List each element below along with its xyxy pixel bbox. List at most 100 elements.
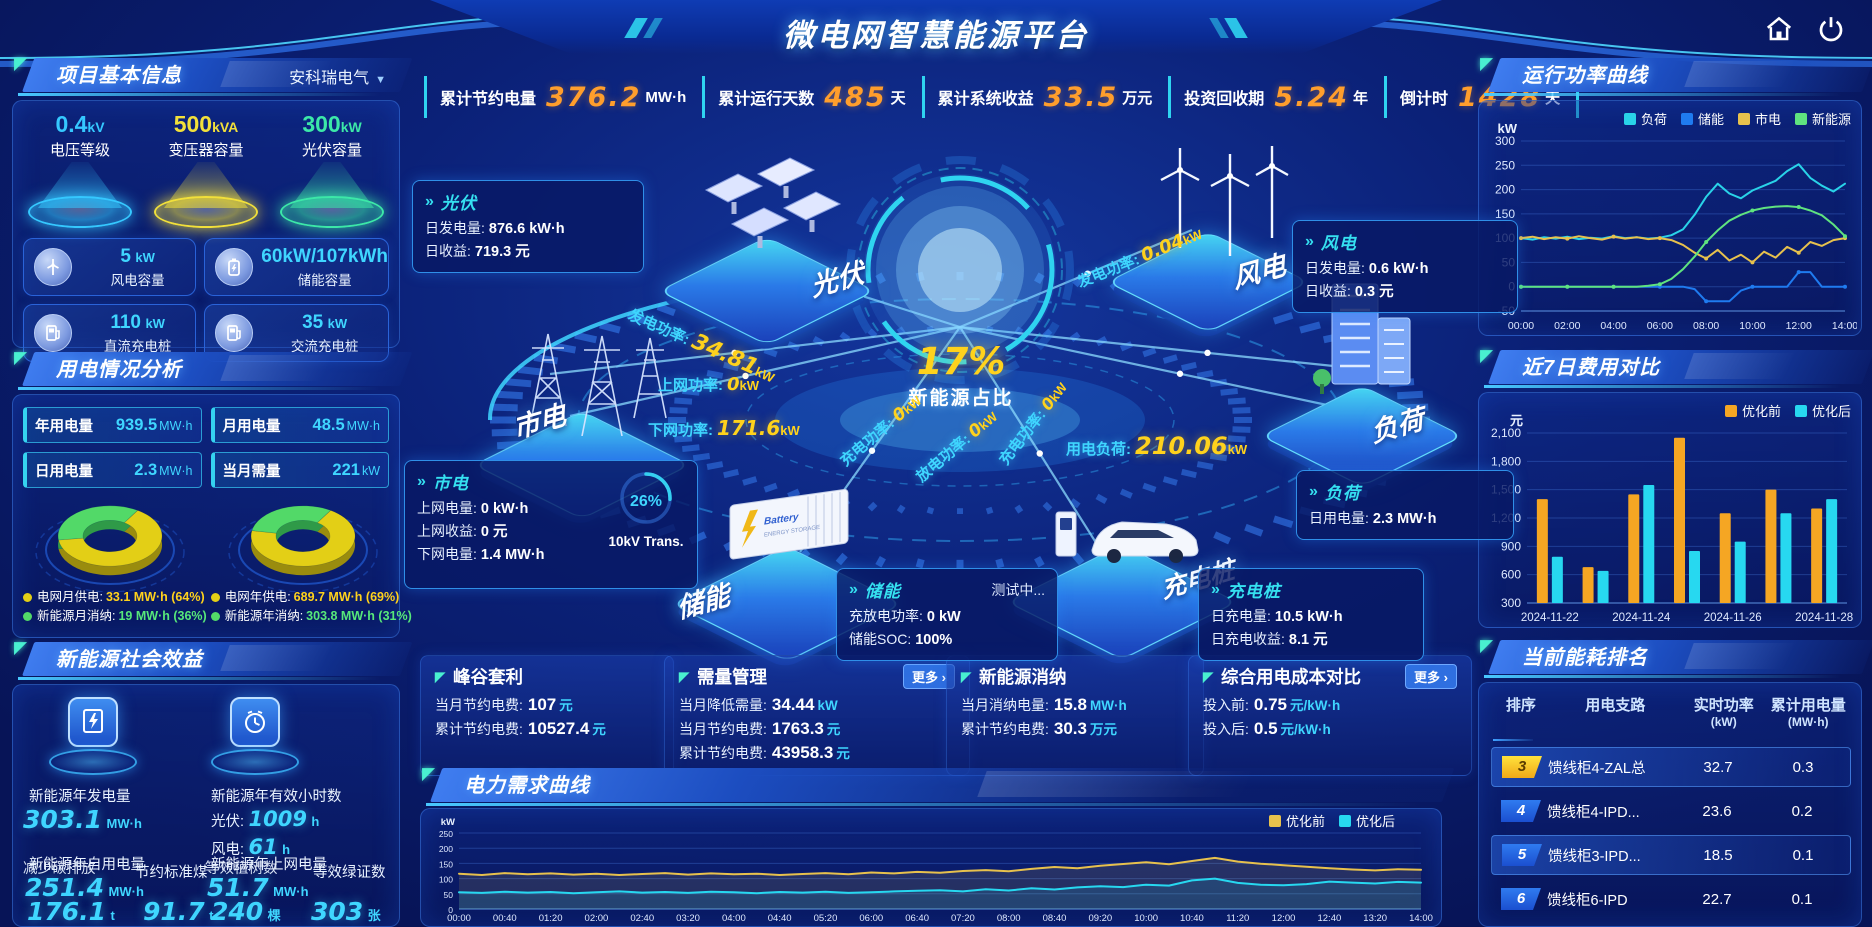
info-row: 日发电量: 876.6 kW·h [425, 220, 565, 237]
info-row: 日发电量: 0.6 kW·h [1305, 260, 1429, 277]
panel-demand-curve: ◤ 电力需求曲线 优化前 优化后 250 200 150 100 50 0 kW 00:00 00… [420, 764, 1455, 927]
ranking-header: 排序 用电支路 实时功率 (kW) 累计用电量 (MW·h) [1505, 697, 1846, 729]
branch-name: 馈线柜4-IPD... [1547, 804, 1640, 821]
cone-beam [38, 162, 122, 208]
pedestal-glow [49, 749, 137, 775]
capacity-card-0: 5 kW 风电容量 [23, 238, 197, 296]
power-curve-chart: 300250200150100500-50kW00:0002:0004:0006… [1495, 121, 1857, 332]
svg-text:0: 0 [448, 905, 453, 915]
wind-node-label: 风电 [1230, 249, 1289, 295]
clock-icon [230, 697, 280, 747]
grid-info-box: » 市电 上网电量: 0 kW·h 上网收益: 0 元下网电量: 1.4 MW·h 26% … [404, 460, 698, 589]
svg-text:01:20: 01:20 [539, 913, 563, 924]
flow-label-5: 发电功率:0.04kW [1075, 226, 1205, 292]
panel-corner-icon: ◤ [1480, 346, 1494, 365]
legend-item[interactable]: 优化后 [1794, 401, 1851, 420]
flow-label-7: 充电功率:0kW [996, 379, 1071, 469]
svg-text:2024-11-26: 2024-11-26 [1704, 612, 1762, 624]
legend-item[interactable]: 新能源 [1794, 109, 1851, 128]
benefit-togrid-value: 51.7 [207, 873, 269, 902]
page-title: 微电网智慧能源平台 [783, 18, 1089, 53]
kpi-item-2: 累计系统收益 33.5 万元 [921, 76, 1169, 118]
stat-row: 投入后: 0.5 元/kW·h [1203, 719, 1331, 738]
power-icon[interactable] [1816, 14, 1846, 44]
legend-item[interactable]: 新能源月消纳: 19 MW·h (36%) [19, 607, 207, 626]
company-dropdown[interactable]: 安科瑞电气 ▼ [289, 70, 386, 87]
svg-text:06:00: 06:00 [1647, 320, 1673, 332]
stat-box-title-row: ◤ 综合用电成本对比 更多 › [1203, 664, 1457, 689]
svg-text:13:20: 13:20 [1363, 913, 1387, 924]
cone-beam [290, 162, 374, 208]
legend-item[interactable]: 负荷 [1623, 109, 1667, 128]
load-node-label: 负荷 [1368, 403, 1427, 449]
svg-text:600: 600 [1501, 568, 1521, 582]
svg-text:2024-11-22: 2024-11-22 [1521, 612, 1579, 624]
legend-item[interactable]: 电网年供电: 689.7 MW·h (69%) [207, 588, 412, 607]
legend-item[interactable]: 电网月供电: 33.1 MW·h (64%) [19, 588, 207, 607]
benefit-co2-value: 176.1 [27, 897, 107, 926]
panel-project-title: 项目基本信息 [56, 65, 182, 87]
legend-item[interactable]: 优化前 [1268, 811, 1325, 830]
benefit-gen-value: 303.1 [23, 805, 103, 834]
load-info-box: » 负荷 日用电量: 2.3 MW·h [1296, 470, 1514, 540]
ac-charger-icon [215, 314, 254, 352]
panel-ranking-title: 当前能耗排名 [1522, 647, 1648, 669]
wind-turbines-icon [1160, 146, 1289, 256]
pv-node-label: 光伏 [808, 257, 867, 303]
legend-item[interactable]: 市电 [1737, 109, 1781, 128]
capacity-card-text: 110 kW 直流充电桩 [103, 311, 172, 354]
legend-item[interactable]: 储能 [1680, 109, 1724, 128]
header-band [430, 0, 1442, 54]
benefit-trees-value: 240 [211, 897, 264, 926]
legend-item[interactable]: 优化前 [1724, 401, 1781, 420]
legend-item[interactable]: 优化后 [1338, 811, 1395, 830]
flow-label-3: 充电功率:0kW [837, 393, 925, 470]
cone-value: 500kVA [173, 111, 239, 137]
svg-text:10:40: 10:40 [1180, 913, 1204, 924]
table-row[interactable]: 5 馈线柜3-IPD... 18.5 0.1 [1491, 835, 1851, 875]
kpi-label: 累计节约电量 [440, 91, 537, 108]
stat-box-title-row: ◤ 新能源消纳 [961, 667, 1067, 687]
chevron-right-icon: » [1305, 232, 1314, 250]
svg-text:50: 50 [444, 890, 454, 900]
svg-text:150: 150 [1495, 207, 1515, 221]
panel-corner-icon: ◤ [1480, 636, 1494, 655]
pedestal-glow [211, 749, 299, 775]
info-row: 日充电量: 10.5 kW·h [1211, 608, 1343, 625]
info-row: 日用电量: 2.3 MW·h [1309, 510, 1437, 527]
capacity-card-text: 35 kW 交流充电桩 [290, 311, 359, 354]
table-row[interactable]: 4 馈线柜4-IPD... 23.6 0.2 [1491, 792, 1851, 830]
chevron-right-icon: » [849, 580, 858, 598]
capacity-cones: 0.4kV 电压等级 500kVA 变压器容量 300kW 光伏容量 [13, 101, 399, 228]
total-energy: 0.3 [1792, 758, 1814, 776]
svg-text:02:00: 02:00 [1554, 320, 1580, 332]
table-row[interactable]: 6 馈线柜6-IPD 22.7 0.1 [1491, 880, 1851, 915]
info-row: 日充电收益: 8.1 元 [1211, 631, 1328, 648]
rank-badge: 4 [1501, 800, 1541, 822]
stat-box-0: ◤ 峰谷套利 当月节约电费: 107 元累计节约电费: 10527.4 元 [420, 655, 674, 776]
svg-text:02:00: 02:00 [585, 913, 609, 924]
grid-info-title-row: » 市电 [417, 472, 469, 494]
legend-item[interactable]: 新能源年消纳: 303.8 MW·h (31%) [207, 607, 412, 626]
more-button[interactable]: 更多 › [1405, 664, 1457, 689]
panel-benefit-title: 新能源社会效益 [56, 649, 203, 671]
panel-cost-title: 近7日费用对比 [1522, 357, 1661, 379]
benefit-wind-hours: 61 [248, 835, 278, 859]
cone-value: 0.4kV [55, 111, 105, 137]
info-row: 下网电量: 1.4 MW·h [417, 546, 545, 563]
charger-info-box: » 充电桩 日充电量: 10.5 kW·h 日充电收益: 8.1 元 [1198, 568, 1424, 661]
cone-label: 变压器容量 [168, 142, 244, 159]
svg-text:04:00: 04:00 [722, 913, 746, 924]
table-row[interactable]: 3 馈线柜4-ZAL总 32.7 0.3 [1491, 747, 1851, 787]
stat-box-3: ◤ 综合用电成本对比 更多 › 投入前: 0.75 元/kW·h 投入后: 0.5 元/kW·h [1188, 655, 1472, 776]
home-icon[interactable] [1764, 14, 1794, 44]
pv-info-box: » 光伏 日发电量: 876.6 kW·h 日收益: 719.3 元 [412, 180, 644, 273]
pv-info-title-row: » 光伏 [425, 192, 477, 214]
capacity-cone-0: 0.4kV 电压等级 [21, 111, 139, 228]
svg-text:12:00: 12:00 [1272, 913, 1296, 924]
benefit-hours-label: 新能源年有效小时数 [211, 789, 342, 805]
stat-row: 当月节约电费: 107 元 [435, 695, 573, 714]
grid-node-label: 市电 [510, 399, 569, 445]
